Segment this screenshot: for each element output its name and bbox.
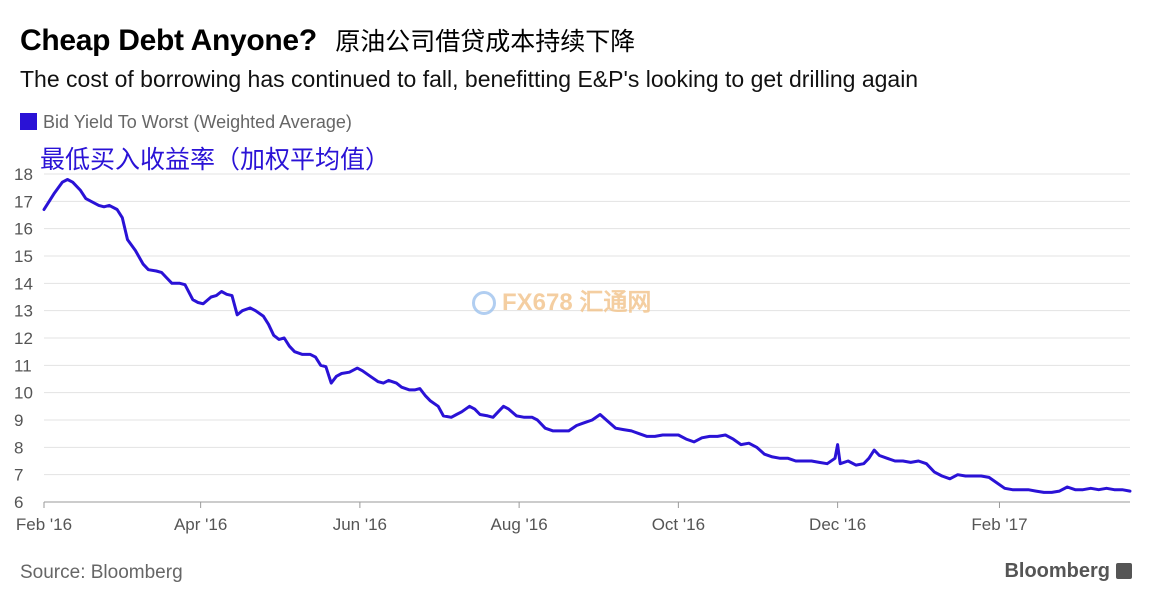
y-tick-label: 6 <box>14 493 23 512</box>
watermark: FX678 汇通网 <box>472 282 651 317</box>
x-tick-label: Apr '16 <box>174 515 227 534</box>
y-tick-label: 11 <box>14 356 32 375</box>
legend-label: Bid Yield To Worst (Weighted Average) <box>43 112 352 132</box>
y-tick-label: 17 <box>14 192 33 211</box>
bloomberg-icon <box>1116 563 1132 579</box>
legend: Bid Yield To Worst (Weighted Average) <box>20 112 352 133</box>
y-tick-label: 13 <box>14 302 33 321</box>
x-tick-label: Aug '16 <box>491 515 548 534</box>
y-tick-label: 7 <box>14 466 23 485</box>
source-note: Source: Bloomberg <box>20 562 183 583</box>
x-tick-label: Oct '16 <box>652 515 705 534</box>
y-tick-label: 16 <box>14 220 33 239</box>
y-tick-label: 8 <box>14 438 23 457</box>
y-tick-label: 12 <box>14 329 33 348</box>
legend-swatch <box>20 113 37 130</box>
chart-title-row: Cheap Debt Anyone? 原油公司借贷成本持续下降 <box>20 22 635 58</box>
y-tick-label: 14 <box>14 274 33 293</box>
x-tick-label: Dec '16 <box>809 515 866 534</box>
series-line <box>42 178 1132 494</box>
y-tick-label: 9 <box>14 411 23 430</box>
chart-title: Cheap Debt Anyone? <box>20 24 317 57</box>
x-tick-label: Feb '16 <box>16 515 72 534</box>
y-tick-label: 18 <box>14 165 33 184</box>
legend-label-cn: 最低买入收益率（加权平均值） <box>40 145 391 174</box>
y-axis: 6 7 8 9 10 11 12 13 14 15 16 17 18 <box>14 165 33 512</box>
x-tick-label: Jun '16 <box>333 515 387 534</box>
chart-title-cn: 原油公司借贷成本持续下降 <box>335 27 636 56</box>
brand-name: Bloomberg <box>1004 560 1110 582</box>
watermark-text-cn: 汇通网 <box>579 289 652 316</box>
watermark-text: FX678 <box>502 289 573 316</box>
x-axis: Feb '16 Apr '16 Jun '16 Aug '16 Oct '16 Dec '… <box>16 502 1028 534</box>
watermark-logo-icon <box>472 291 496 315</box>
grid <box>44 173 1130 503</box>
brand-logo: Bloomberg <box>1004 560 1132 583</box>
y-tick-label: 10 <box>14 384 33 403</box>
series-layer <box>42 178 1132 494</box>
chart-subtitle: The cost of borrowing has continued to f… <box>20 66 919 92</box>
y-tick-label: 15 <box>14 247 33 266</box>
x-tick-label: Feb '17 <box>971 515 1027 534</box>
